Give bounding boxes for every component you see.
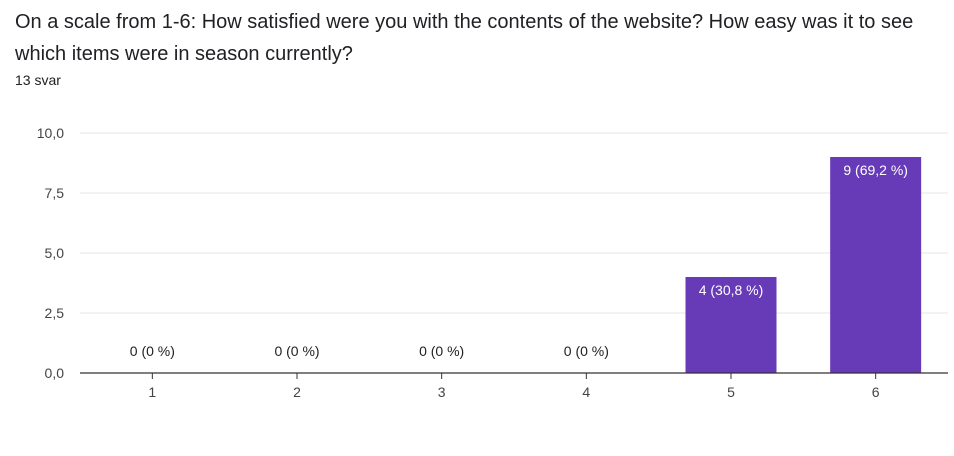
data-label: 4 (30,8 %) bbox=[699, 282, 764, 298]
x-tick-label: 5 bbox=[727, 384, 735, 400]
y-tick-label: 7,5 bbox=[45, 185, 65, 201]
data-label: 0 (0 %) bbox=[274, 343, 319, 359]
bar bbox=[830, 157, 922, 373]
bars: 0 (0 %) 0 (0 %) 0 (0 %) 0 (0 %) 4 (30,8 %) 9 … bbox=[130, 157, 922, 373]
y-tick-label: 2,5 bbox=[45, 305, 65, 321]
y-tick-label: 10,0 bbox=[37, 125, 64, 141]
x-axis-ticks: 1 2 3 4 5 6 bbox=[148, 373, 880, 400]
y-axis-ticks: 0,0 2,5 5,0 7,5 10,0 bbox=[37, 125, 64, 381]
question-title: On a scale from 1-6: How satisfied were … bbox=[15, 11, 914, 65]
y-tick-label: 5,0 bbox=[45, 245, 65, 261]
data-label: 0 (0 %) bbox=[564, 343, 609, 359]
x-tick-label: 4 bbox=[582, 384, 590, 400]
x-tick-label: 6 bbox=[872, 384, 880, 400]
y-tick-label: 0,0 bbox=[45, 365, 65, 381]
x-tick-label: 2 bbox=[293, 384, 301, 400]
data-label: 9 (69,2 %) bbox=[843, 162, 908, 178]
data-label: 0 (0 %) bbox=[130, 343, 175, 359]
x-tick-label: 3 bbox=[438, 384, 446, 400]
response-count: 13 svar bbox=[15, 72, 61, 88]
grid-lines bbox=[80, 132, 948, 314]
data-label: 0 (0 %) bbox=[419, 343, 464, 359]
x-tick-label: 1 bbox=[148, 384, 156, 400]
bar bbox=[685, 277, 777, 373]
